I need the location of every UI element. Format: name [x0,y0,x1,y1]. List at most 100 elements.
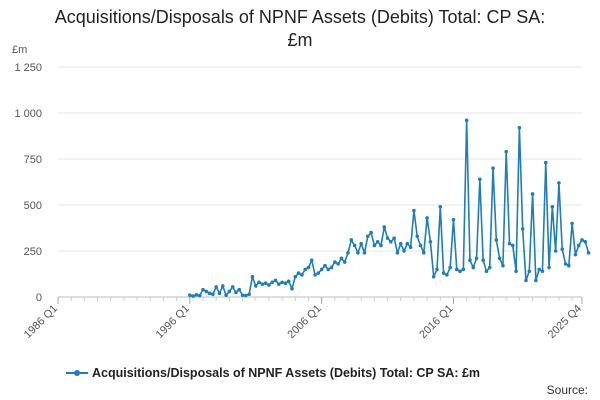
data-point [428,240,433,244]
data-point [188,293,192,297]
data-point [573,252,578,257]
data-point [398,241,403,246]
data-point [425,216,429,220]
data-point [201,287,205,292]
data-point [481,258,485,263]
data-point [454,267,459,272]
data-point [356,251,360,255]
data-point [237,287,242,292]
data-point [580,238,584,242]
data-point [504,149,509,154]
data-point [408,245,413,250]
data-point [550,205,555,209]
data-point [448,265,452,270]
source-label: Source: [546,383,588,397]
data-point [326,267,331,272]
data-point [333,260,337,264]
data-point [250,274,255,279]
data-point [422,251,426,255]
data-point [379,243,383,248]
data-point [543,160,548,165]
data-point [547,265,551,270]
data-point [342,260,347,264]
data-point [211,292,215,297]
y-tick-label: 1 250 [14,62,42,74]
data-point [349,238,354,242]
data-point [217,291,222,296]
data-point [395,251,400,255]
data-point [273,278,278,283]
data-point [491,166,495,170]
data-point [191,294,195,298]
chart-title-line-2: £m [287,30,313,50]
legend-series-label: Acquisitions/Disposals of NPNF Assets (D… [92,366,481,380]
data-point [227,289,232,294]
data-point [458,269,462,274]
data-point [280,280,284,285]
data-point [524,278,528,283]
data-point [484,269,489,274]
data-point [263,281,268,286]
data-point [464,118,469,123]
data-point [240,293,245,297]
data-point [234,290,238,295]
data-point [461,267,466,272]
data-point [537,267,541,272]
data-point [267,283,271,287]
data-point [214,285,218,289]
data-point [204,289,209,294]
data-point [415,234,420,239]
data-point [382,225,387,229]
legend[interactable]: Acquisitions/Disposals of NPNF Assets (D… [66,366,480,380]
y-tick-label: 1 000 [14,108,42,120]
data-point [576,243,581,248]
data-point [277,282,281,286]
data-point [224,293,228,297]
y-tick-label: 750 [24,154,42,166]
data-point [471,265,476,270]
data-point [346,251,350,255]
data-point [435,267,439,272]
y-tick-label: 500 [24,200,42,212]
data-point [303,267,307,272]
data-point [316,271,321,275]
data-point [286,279,291,284]
data-point [510,243,515,248]
x-tick-label: 2006 Q1 [285,303,323,341]
data-point [283,281,288,286]
data-point [451,217,456,222]
data-point [352,243,357,248]
data-point [369,230,373,235]
data-point [244,293,248,298]
data-point [296,271,301,275]
data-point [313,273,317,277]
y-tick-label: 0 [36,292,42,304]
y-axis-unit-label: £m [12,44,28,56]
data-point [557,181,561,185]
data-point [445,273,449,277]
data-point [385,236,390,240]
data-point [494,238,499,242]
data-point [570,221,574,226]
data-point [359,241,363,246]
data-point [194,292,199,297]
data-point [336,262,340,266]
data-point [339,256,344,261]
data-point [567,263,571,268]
data-point [362,251,367,255]
data-point [402,249,406,253]
data-point [514,269,518,274]
data-point [253,284,258,288]
chart-title: Acquisitions/Disposals of NPNF Assets (D… [0,6,600,52]
y-tick-label: 250 [24,246,42,258]
x-tick-label: 1986 Q1 [22,303,60,341]
x-tick-label: 2016 Q1 [417,303,455,341]
data-point [290,286,294,291]
data-point [540,269,545,274]
data-point [309,258,314,263]
data-point [478,177,482,182]
data-point [319,267,324,272]
data-point [520,227,525,231]
data-point [412,208,416,213]
